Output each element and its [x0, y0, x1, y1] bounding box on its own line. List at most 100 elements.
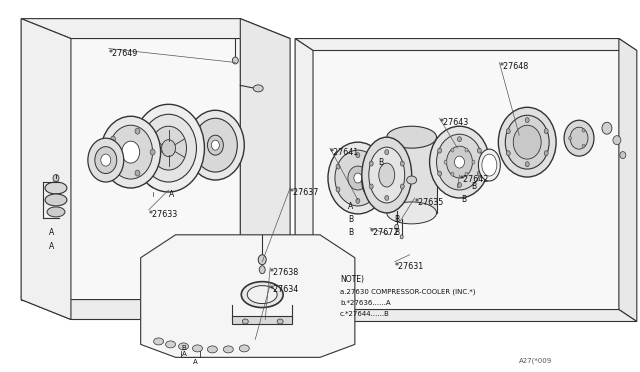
Ellipse shape	[506, 129, 510, 134]
Ellipse shape	[465, 148, 468, 152]
Ellipse shape	[193, 118, 237, 172]
Ellipse shape	[207, 346, 218, 353]
Ellipse shape	[620, 152, 626, 158]
Ellipse shape	[232, 57, 238, 64]
Ellipse shape	[328, 142, 388, 214]
Text: *27634: *27634	[270, 285, 300, 294]
Text: B: B	[395, 215, 400, 224]
Text: B: B	[348, 215, 353, 224]
Polygon shape	[619, 39, 637, 321]
Ellipse shape	[161, 140, 175, 157]
Ellipse shape	[45, 194, 67, 206]
Ellipse shape	[362, 137, 412, 213]
Ellipse shape	[387, 202, 436, 224]
Polygon shape	[141, 235, 355, 357]
Ellipse shape	[369, 161, 373, 166]
Ellipse shape	[111, 136, 115, 142]
Ellipse shape	[223, 346, 234, 353]
Text: *27638: *27638	[270, 268, 300, 277]
Polygon shape	[240, 19, 290, 320]
Ellipse shape	[109, 125, 152, 179]
Ellipse shape	[141, 114, 196, 182]
Ellipse shape	[506, 151, 510, 156]
Ellipse shape	[525, 162, 529, 167]
Ellipse shape	[429, 126, 490, 198]
Text: *27633: *27633	[148, 210, 178, 219]
Ellipse shape	[613, 136, 621, 145]
Ellipse shape	[436, 134, 483, 190]
Ellipse shape	[354, 173, 362, 183]
Ellipse shape	[277, 319, 283, 324]
Ellipse shape	[111, 162, 115, 168]
Ellipse shape	[385, 195, 388, 201]
Ellipse shape	[150, 126, 186, 170]
Ellipse shape	[211, 140, 220, 150]
Ellipse shape	[135, 170, 140, 176]
Ellipse shape	[444, 160, 447, 164]
Ellipse shape	[365, 171, 379, 193]
Ellipse shape	[499, 107, 556, 177]
Ellipse shape	[243, 319, 248, 324]
Polygon shape	[295, 310, 637, 321]
Text: *27637: *27637	[290, 188, 319, 197]
Ellipse shape	[525, 118, 529, 123]
Ellipse shape	[186, 110, 244, 180]
Text: B: B	[472, 182, 477, 191]
Ellipse shape	[369, 184, 373, 189]
Ellipse shape	[154, 338, 164, 345]
Polygon shape	[21, 19, 290, 39]
Ellipse shape	[451, 172, 454, 176]
Ellipse shape	[582, 144, 585, 148]
Ellipse shape	[239, 345, 249, 352]
Ellipse shape	[513, 125, 541, 159]
Ellipse shape	[150, 149, 155, 155]
Ellipse shape	[582, 129, 585, 132]
Ellipse shape	[336, 164, 340, 169]
Polygon shape	[232, 315, 292, 324]
Ellipse shape	[451, 148, 454, 152]
Ellipse shape	[335, 150, 381, 206]
Ellipse shape	[564, 120, 594, 156]
Ellipse shape	[400, 235, 403, 239]
Ellipse shape	[395, 224, 399, 229]
Ellipse shape	[477, 148, 481, 153]
Text: c.*27644......B: c.*27644......B	[340, 311, 390, 317]
Text: *27649: *27649	[109, 48, 138, 58]
Text: NOTE): NOTE)	[340, 275, 364, 284]
Ellipse shape	[348, 166, 368, 190]
Ellipse shape	[472, 160, 475, 164]
Ellipse shape	[258, 255, 266, 265]
Ellipse shape	[458, 137, 461, 142]
Ellipse shape	[336, 187, 340, 192]
Text: a.27630 COMPRESSOR-COOLER (INC.*): a.27630 COMPRESSOR-COOLER (INC.*)	[340, 289, 476, 295]
Ellipse shape	[95, 147, 116, 174]
Ellipse shape	[356, 153, 360, 158]
Ellipse shape	[438, 171, 442, 176]
Text: *27631: *27631	[395, 262, 424, 271]
Ellipse shape	[482, 154, 497, 176]
Ellipse shape	[369, 147, 404, 203]
Ellipse shape	[135, 128, 140, 134]
Ellipse shape	[376, 164, 380, 169]
Ellipse shape	[45, 182, 67, 194]
Ellipse shape	[477, 171, 481, 176]
Text: *27641: *27641	[330, 148, 359, 157]
Ellipse shape	[247, 286, 277, 304]
Text: *27642: *27642	[460, 175, 489, 184]
Ellipse shape	[166, 341, 175, 348]
Polygon shape	[21, 19, 240, 299]
Ellipse shape	[544, 129, 548, 134]
Text: A27(*009: A27(*009	[519, 357, 552, 364]
Ellipse shape	[132, 104, 204, 192]
Ellipse shape	[454, 156, 465, 168]
Ellipse shape	[438, 148, 442, 153]
Ellipse shape	[259, 266, 265, 274]
Text: A: A	[182, 352, 186, 357]
Ellipse shape	[447, 146, 472, 178]
Ellipse shape	[101, 154, 111, 166]
Text: B: B	[182, 346, 186, 352]
Text: A: A	[193, 359, 197, 365]
Ellipse shape	[387, 126, 436, 148]
Polygon shape	[21, 299, 290, 320]
Polygon shape	[295, 39, 619, 310]
